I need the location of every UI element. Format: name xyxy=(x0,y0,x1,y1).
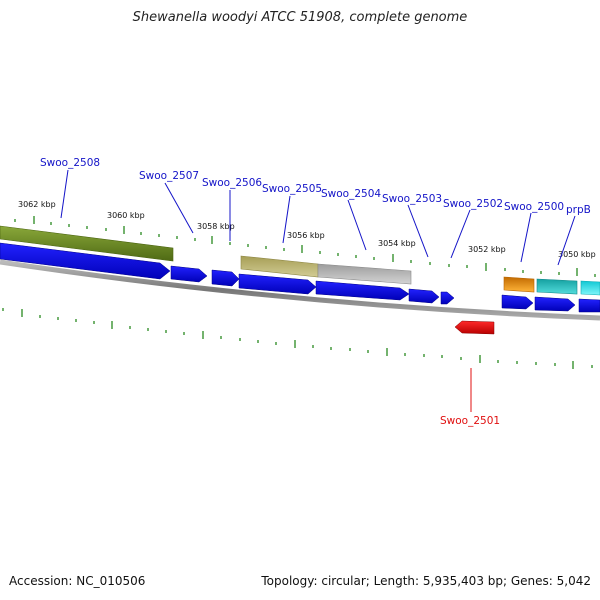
gene-arrow-reverse[interactable] xyxy=(454,320,495,335)
gene-arrow-forward[interactable] xyxy=(170,265,208,283)
gene-arrow-forward[interactable] xyxy=(578,298,600,313)
gene-label-swoo-2505[interactable]: Swoo_2505 xyxy=(262,183,322,195)
leader-line xyxy=(347,199,367,251)
accession-text: Accession: NC_010506 xyxy=(9,574,146,588)
gene-label-swoo-2501[interactable]: Swoo_2501 xyxy=(440,415,500,427)
coord-label: 3062 kbp xyxy=(18,200,56,209)
gene-labels: Swoo_2508 Swoo_2507 Swoo_2506 Swoo_2505 … xyxy=(40,157,591,427)
coord-label: 3050 kbp xyxy=(558,250,596,259)
gene-label-swoo-2504[interactable]: Swoo_2504 xyxy=(321,188,381,200)
leader-line xyxy=(450,209,471,259)
coord-label: 3058 kbp xyxy=(197,222,235,231)
gene-label-swoo-2508[interactable]: Swoo_2508 xyxy=(40,157,100,169)
genome-backbone xyxy=(0,259,600,321)
gene-arrow-forward[interactable] xyxy=(534,296,576,312)
coord-label: 3054 kbp xyxy=(378,239,416,248)
feature-segment-teal[interactable] xyxy=(536,278,578,295)
gene-label-swoo-2506[interactable]: Swoo_2506 xyxy=(202,177,262,189)
feature-segment-khaki[interactable] xyxy=(240,255,319,278)
leader-line xyxy=(520,212,532,263)
leader-line xyxy=(407,204,429,258)
gene-arrow-forward[interactable] xyxy=(501,294,534,310)
gene-label-swoo-2500[interactable]: Swoo_2500 xyxy=(504,201,564,213)
gene-arrow-forward[interactable] xyxy=(238,273,317,295)
leader-line xyxy=(164,182,194,234)
leader-line xyxy=(60,169,69,219)
gene-arrow-forward[interactable] xyxy=(0,242,171,280)
topology-text: Topology: circular; Length: 5,935,403 bp… xyxy=(261,574,591,588)
forward-gene-track xyxy=(0,242,600,313)
map-title: Shewanella woodyi ATCC 51908, complete g… xyxy=(132,10,468,25)
reverse-gene-track xyxy=(454,320,495,335)
gene-arrow-forward[interactable] xyxy=(408,288,440,304)
feature-track xyxy=(0,225,600,296)
leader-line xyxy=(557,215,576,266)
outer-tick-track xyxy=(14,216,596,277)
gene-label-swoo-2507[interactable]: Swoo_2507 xyxy=(139,170,199,182)
feature-segment-gray[interactable] xyxy=(317,263,412,285)
gene-arrow-forward[interactable] xyxy=(315,280,410,301)
gene-arrow-forward[interactable] xyxy=(211,269,240,287)
inner-tick-track xyxy=(2,308,593,369)
coord-label: 3060 kbp xyxy=(107,211,145,220)
coordinate-labels: 3062 kbp 3060 kbp 3058 kbp 3056 kbp 3054… xyxy=(18,200,596,259)
feature-segment-orange[interactable] xyxy=(503,276,535,293)
label-leaders xyxy=(60,169,576,412)
feature-segment-olive[interactable] xyxy=(0,225,174,262)
gene-label-swoo-2503[interactable]: Swoo_2503 xyxy=(382,193,442,205)
feature-segment-cyan[interactable] xyxy=(580,280,600,296)
leader-line xyxy=(282,195,291,244)
gene-arrow-forward[interactable] xyxy=(440,291,455,305)
gene-label-swoo-2502[interactable]: Swoo_2502 xyxy=(443,198,503,210)
gene-label-prpb[interactable]: prpB xyxy=(566,204,591,216)
coord-label: 3056 kbp xyxy=(287,231,325,240)
coord-label: 3052 kbp xyxy=(468,245,506,254)
